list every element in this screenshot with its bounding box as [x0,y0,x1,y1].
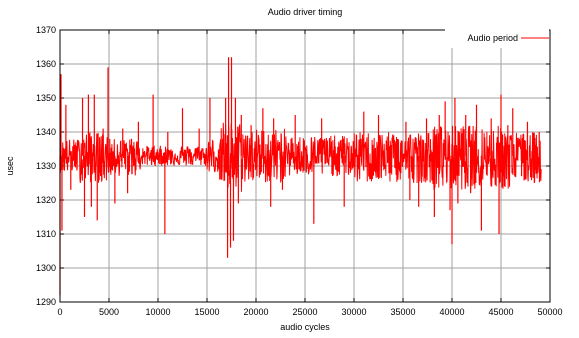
y-axis-label: usec [5,156,15,176]
x-tick-label: 45000 [488,307,513,317]
y-tick-label: 1330 [36,161,56,171]
x-tick-label: 35000 [390,307,415,317]
legend-label: Audio period [467,33,518,43]
y-tick-label: 1340 [36,127,56,137]
x-tick-label: 50000 [537,307,562,317]
x-tick-label: 30000 [341,307,366,317]
plot-area [59,57,542,296]
x-axis-label: audio cycles [280,322,330,332]
x-tick-label: 40000 [439,307,464,317]
series-line [59,122,542,192]
x-tick-label: 10000 [145,307,170,317]
y-tick-label: 1320 [36,195,56,205]
x-tick-label: 5000 [99,307,119,317]
y-tick-label: 1290 [36,297,56,307]
y-tick-label: 1310 [36,229,56,239]
plot-frame [59,29,551,303]
y-tick-label: 1370 [36,25,56,35]
x-tick-label: 15000 [194,307,219,317]
x-tick-label: 25000 [292,307,317,317]
x-tick-label: 0 [57,307,62,317]
legend: Audio period [445,28,549,48]
y-tick-label: 1300 [36,263,56,273]
y-tick-label: 1350 [36,93,56,103]
chart-title: Audio driver timing [268,7,343,17]
axis-ticks: 0 5000 10000 15000 20000 25000 30000 35000 40000… [36,25,563,317]
x-tick-label: 20000 [243,307,268,317]
y-tick-label: 1360 [36,59,56,69]
